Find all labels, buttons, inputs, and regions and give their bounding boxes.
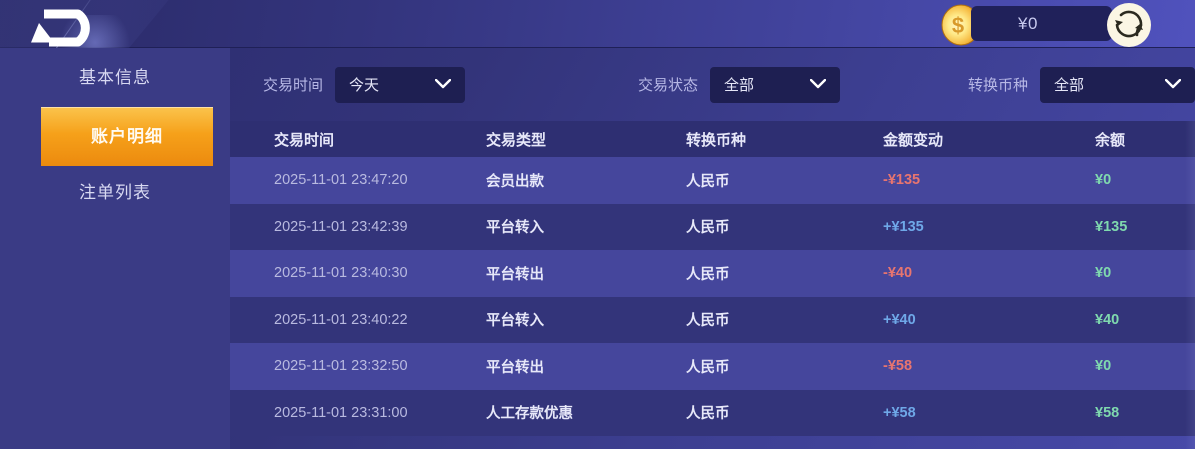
svg-text:$: $ [952, 13, 964, 38]
